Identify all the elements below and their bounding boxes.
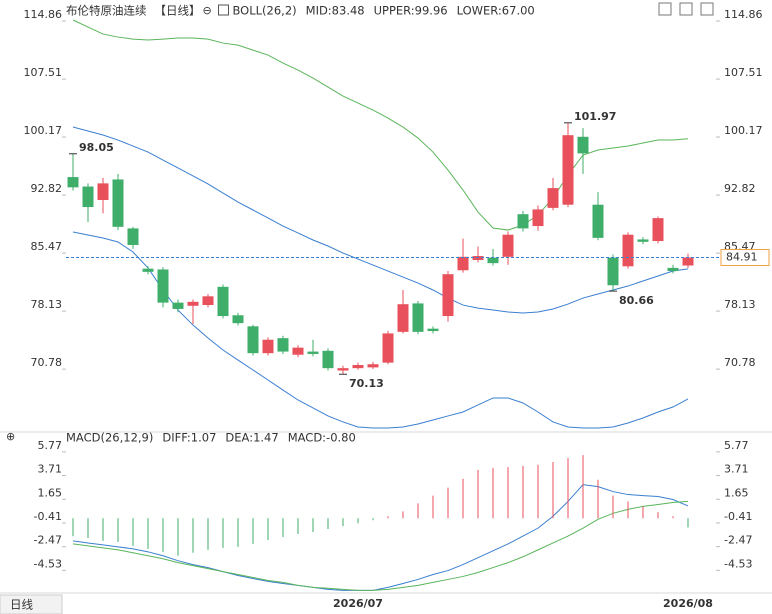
candle-body [667,267,679,272]
candle-body [622,234,634,267]
y-tick-label: 3.71 [38,463,63,476]
y-tick-label-right: 78.13 [724,298,756,311]
candle-body [637,239,649,242]
candle-body [277,338,289,352]
y-tick-label-right: -4.53 [724,557,752,570]
y-tick-label: 1.65 [38,486,63,499]
icon[interactable] [700,2,714,16]
x-tick-label: 2026/07 [333,597,383,610]
y-tick-label: 5.77 [38,439,63,452]
y-tick-label-right: 107.51 [724,66,763,79]
candle-body [187,301,199,306]
line [72,19,689,231]
candle-body [82,186,94,208]
y-tick-label: 70.78 [31,356,63,369]
y-tick-label: 92.82 [31,182,63,195]
candle-body [412,303,424,332]
candle-body [592,204,604,238]
candle-body [307,351,319,354]
candle-body [202,296,214,305]
annotation: 101.97 [574,110,616,123]
icon[interactable] [679,2,693,16]
legend-entry: DIFF:1.07 [162,431,216,445]
y-tick-label-right: 114.86 [724,8,763,21]
candle-body [337,368,349,371]
line [72,500,689,591]
candle-body [322,350,334,369]
candle-body [517,214,529,229]
icon[interactable] [658,2,672,16]
y-tick-label-right: 5.77 [724,439,749,452]
candle-body [247,326,259,354]
y-tick-label-right: 70.78 [724,356,756,369]
y-tick-label-right: 3.71 [724,463,749,476]
candle-body [157,269,169,303]
y-tick-label: 78.13 [31,298,63,311]
candle-body [682,257,694,266]
line [72,126,689,314]
legend-entry: MACD:-0.80 [288,431,356,445]
y-tick-label: -0.41 [34,510,62,523]
candle-body [652,218,664,242]
candle-body [382,333,394,363]
candle-body [67,177,79,188]
y-tick-label: 107.51 [24,66,63,79]
candle-body [142,268,154,272]
candle-body [532,209,544,227]
candle-body [562,135,574,205]
toolbar-icons[interactable] [658,2,714,16]
legend-entry: MID:83.48 [306,4,365,18]
timeframe-label[interactable]: 日线 [10,598,33,612]
y-tick-label: 114.86 [24,8,63,21]
y-tick-label-right: 92.82 [724,182,756,195]
candle-body [292,347,304,355]
candle-body [577,136,589,154]
annotation: 98.05 [79,141,114,154]
y-tick-label: -2.47 [34,534,62,547]
y-tick-label: 100.17 [24,124,63,137]
candle-body [397,304,409,332]
timeframe-button[interactable] [0,594,63,614]
indicator-icon [218,4,229,16]
period: 【日线】 [155,4,201,18]
settings-icon: ⊖ [203,4,212,17]
candle-body [502,234,514,257]
candle-body [427,328,439,332]
legend-entry: UPPER:99.96 [374,4,448,18]
candle-body [457,256,469,271]
crosshair-icon: ⊕ [6,430,15,443]
panel-title: MACD(26,12,9) [66,431,153,445]
y-tick-label-right: 100.17 [724,124,763,137]
candle-body [262,339,274,354]
candle-body [352,365,364,369]
candle-body [172,302,184,309]
y-tick-label: 85.47 [31,240,63,253]
annotation: 80.66 [619,294,654,307]
last-price-label: 84.91 [726,251,758,264]
y-tick-label-right: 1.65 [724,486,749,499]
candle-body [367,364,379,368]
y-tick-label: -4.53 [34,557,62,570]
last-price-box [720,249,770,267]
candle-body [127,228,139,245]
candle-body [217,286,229,317]
y-tick-label-right: -2.47 [724,534,752,547]
candle-body [97,183,109,200]
candle-body [232,315,244,324]
annotation: 70.13 [349,377,384,390]
y-tick-label-right: -0.41 [724,510,752,523]
candle-body [607,257,619,286]
candle-body [547,188,559,208]
line [72,484,689,591]
x-tick-label: 2026/08 [663,597,713,610]
candle-body [442,274,454,317]
legend-entry: DEA:1.47 [225,431,278,445]
indicator-name: BOLL(26,2) [233,4,297,18]
legend-entry: LOWER:67.00 [457,4,535,18]
chart-title: 布伦特原油连续 [66,4,147,18]
candle-body [487,257,499,264]
candle-body [112,179,124,227]
